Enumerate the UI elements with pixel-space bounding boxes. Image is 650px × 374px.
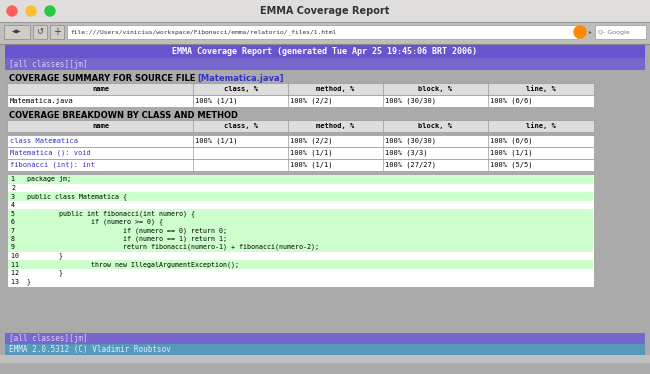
Bar bbox=[595, 25, 646, 39]
Bar bbox=[7, 135, 594, 147]
Text: 2: 2 bbox=[11, 185, 15, 191]
Text: 100% (6/6): 100% (6/6) bbox=[490, 98, 532, 104]
Circle shape bbox=[574, 26, 586, 38]
Text: 6                   if (numero >= 0) {: 6 if (numero >= 0) { bbox=[11, 218, 163, 225]
Text: 100% (6/6): 100% (6/6) bbox=[490, 138, 532, 144]
Text: block, %: block, % bbox=[419, 86, 452, 92]
Text: 7                           if (numero == 0) return 0;: 7 if (numero == 0) return 0; bbox=[11, 227, 227, 233]
Bar bbox=[33, 25, 47, 39]
Text: 11                  throw new IllegalArgumentException();: 11 throw new IllegalArgumentException(); bbox=[11, 261, 239, 267]
Text: ◀▶: ◀▶ bbox=[12, 30, 21, 34]
Bar bbox=[8, 209, 593, 218]
Text: 100% (5/5): 100% (5/5) bbox=[490, 162, 532, 168]
Bar bbox=[8, 251, 593, 260]
Text: COVERAGE SUMMARY FOR SOURCE FILE: COVERAGE SUMMARY FOR SOURCE FILE bbox=[9, 74, 198, 83]
Text: 100% (27/27): 100% (27/27) bbox=[385, 162, 436, 168]
Bar bbox=[0, 22, 650, 44]
Bar bbox=[0, 355, 650, 363]
Bar bbox=[8, 184, 593, 192]
Text: 100% (2/2): 100% (2/2) bbox=[290, 138, 333, 144]
Bar bbox=[8, 192, 593, 200]
Text: method, %: method, % bbox=[317, 123, 355, 129]
Circle shape bbox=[7, 6, 17, 16]
Text: 13  }: 13 } bbox=[11, 278, 31, 285]
Text: line, %: line, % bbox=[526, 123, 555, 129]
Text: EMMA Coverage Report: EMMA Coverage Report bbox=[260, 6, 390, 16]
Text: EMMA 2.0.5312 (C) Vladimir Roubtsov: EMMA 2.0.5312 (C) Vladimir Roubtsov bbox=[9, 345, 171, 354]
Bar bbox=[5, 58, 645, 70]
Bar bbox=[67, 25, 577, 39]
Text: [all classes][jm]: [all classes][jm] bbox=[9, 59, 88, 68]
Bar bbox=[7, 83, 594, 95]
Bar bbox=[7, 174, 594, 286]
Text: block, %: block, % bbox=[419, 123, 452, 129]
Bar bbox=[50, 25, 64, 39]
Text: Matematica (): void: Matematica (): void bbox=[10, 150, 91, 156]
Text: 10          }: 10 } bbox=[11, 252, 63, 259]
Text: 100% (2/2): 100% (2/2) bbox=[290, 98, 333, 104]
Bar bbox=[7, 147, 594, 159]
Bar bbox=[0, 0, 650, 22]
Text: 12          }: 12 } bbox=[11, 269, 63, 276]
Text: 100% (1/1): 100% (1/1) bbox=[195, 138, 237, 144]
Text: name: name bbox=[92, 86, 109, 92]
Text: [all classes][jm]: [all classes][jm] bbox=[9, 334, 88, 343]
Text: Matematica.java: Matematica.java bbox=[10, 98, 73, 104]
Bar bbox=[7, 120, 594, 132]
Text: fibonacci (int): int: fibonacci (int): int bbox=[10, 162, 95, 168]
Text: 9                           return fibonacci(numero-1) + fibonacci(numero-2);: 9 return fibonacci(numero-1) + fibonacci… bbox=[11, 244, 319, 251]
Text: method, %: method, % bbox=[317, 86, 355, 92]
Text: ▸: ▸ bbox=[589, 30, 592, 34]
Text: 100% (3/3): 100% (3/3) bbox=[385, 150, 428, 156]
Text: line, %: line, % bbox=[526, 86, 555, 92]
Text: 100% (1/1): 100% (1/1) bbox=[290, 162, 333, 168]
Bar bbox=[8, 269, 593, 277]
Bar bbox=[7, 159, 594, 171]
Bar bbox=[8, 226, 593, 234]
Text: [Matematica.java]: [Matematica.java] bbox=[197, 74, 283, 83]
Bar bbox=[5, 344, 645, 355]
Text: file:///Users/vinicius/workspace/Fibonacci/emma/relatorio/_files/1.html: file:///Users/vinicius/workspace/Fibonac… bbox=[70, 29, 336, 35]
Bar bbox=[5, 333, 645, 344]
Text: COVERAGE BREAKDOWN BY CLASS AND METHOD: COVERAGE BREAKDOWN BY CLASS AND METHOD bbox=[9, 110, 238, 120]
Text: 100% (30/30): 100% (30/30) bbox=[385, 138, 436, 144]
Text: 8                           if (numero == 1) return 1;: 8 if (numero == 1) return 1; bbox=[11, 236, 227, 242]
Bar bbox=[7, 95, 594, 107]
Text: Q- Google: Q- Google bbox=[598, 30, 630, 34]
Text: 100% (1/1): 100% (1/1) bbox=[290, 150, 333, 156]
Circle shape bbox=[26, 6, 36, 16]
Text: +: + bbox=[53, 27, 61, 37]
Circle shape bbox=[45, 6, 55, 16]
Bar bbox=[8, 234, 593, 243]
Text: 100% (30/30): 100% (30/30) bbox=[385, 98, 436, 104]
Bar bbox=[5, 44, 645, 58]
Text: ↺: ↺ bbox=[36, 28, 44, 37]
Bar bbox=[0, 44, 650, 374]
Text: 100% (1/1): 100% (1/1) bbox=[490, 150, 532, 156]
Text: class, %: class, % bbox=[224, 123, 257, 129]
Bar bbox=[8, 200, 593, 209]
Text: 5           public int fibonacci(int numero) {: 5 public int fibonacci(int numero) { bbox=[11, 210, 195, 217]
Text: name: name bbox=[92, 123, 109, 129]
Text: 3   public class Matematica {: 3 public class Matematica { bbox=[11, 193, 127, 200]
Bar bbox=[8, 277, 593, 285]
Bar bbox=[8, 243, 593, 251]
Text: 4: 4 bbox=[11, 202, 15, 208]
Bar bbox=[8, 218, 593, 226]
Text: 100% (1/1): 100% (1/1) bbox=[195, 98, 237, 104]
Text: class Matematica: class Matematica bbox=[10, 138, 78, 144]
Bar bbox=[4, 25, 30, 39]
Bar bbox=[8, 260, 593, 269]
Text: EMMA Coverage Report (generated Tue Apr 25 19:45:06 BRT 2006): EMMA Coverage Report (generated Tue Apr … bbox=[172, 46, 478, 55]
Text: 1   package jm;: 1 package jm; bbox=[11, 176, 71, 182]
Bar bbox=[8, 175, 593, 184]
Bar bbox=[5, 44, 645, 368]
Text: class, %: class, % bbox=[224, 86, 257, 92]
